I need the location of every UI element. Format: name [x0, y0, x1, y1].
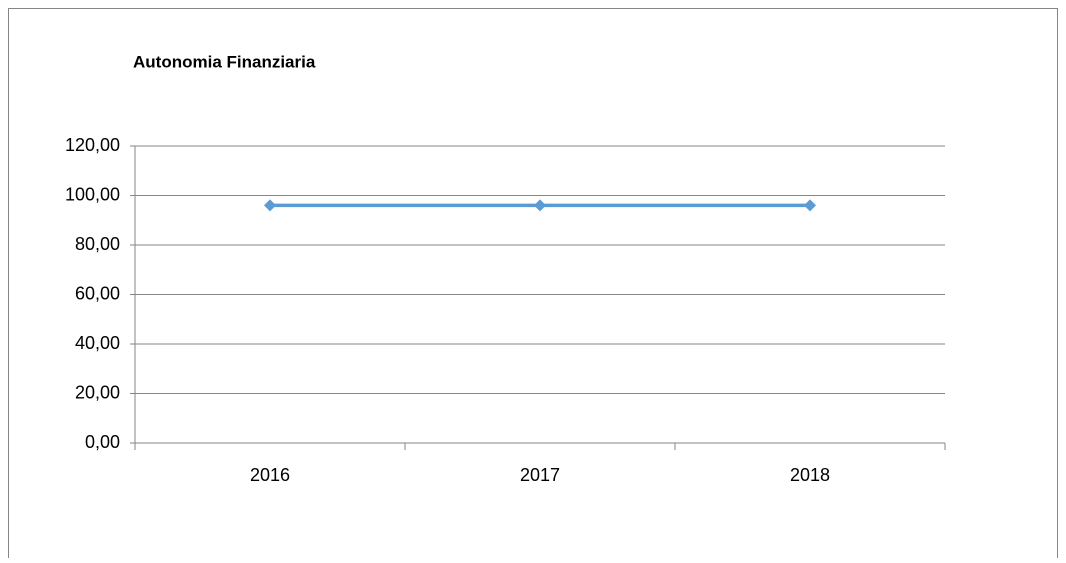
chart-border	[8, 8, 1058, 563]
y-tick-label: 20,00	[75, 382, 120, 402]
marker	[264, 199, 276, 212]
y-tick-label: 60,00	[75, 283, 120, 303]
y-tick-label: 80,00	[75, 234, 120, 254]
chart-title: Autonomia Finanziaria	[133, 52, 316, 71]
y-tick-label: 0,00	[85, 432, 120, 452]
y-tick-label: 40,00	[75, 333, 120, 353]
x-tick-label: 2016	[250, 465, 290, 485]
y-tick-label: 120,00	[65, 135, 120, 155]
marker	[804, 199, 816, 212]
x-tick-label: 2017	[520, 465, 560, 485]
marker	[534, 199, 546, 212]
y-tick-label: 100,00	[65, 184, 120, 204]
x-tick-label: 2018	[790, 465, 830, 485]
